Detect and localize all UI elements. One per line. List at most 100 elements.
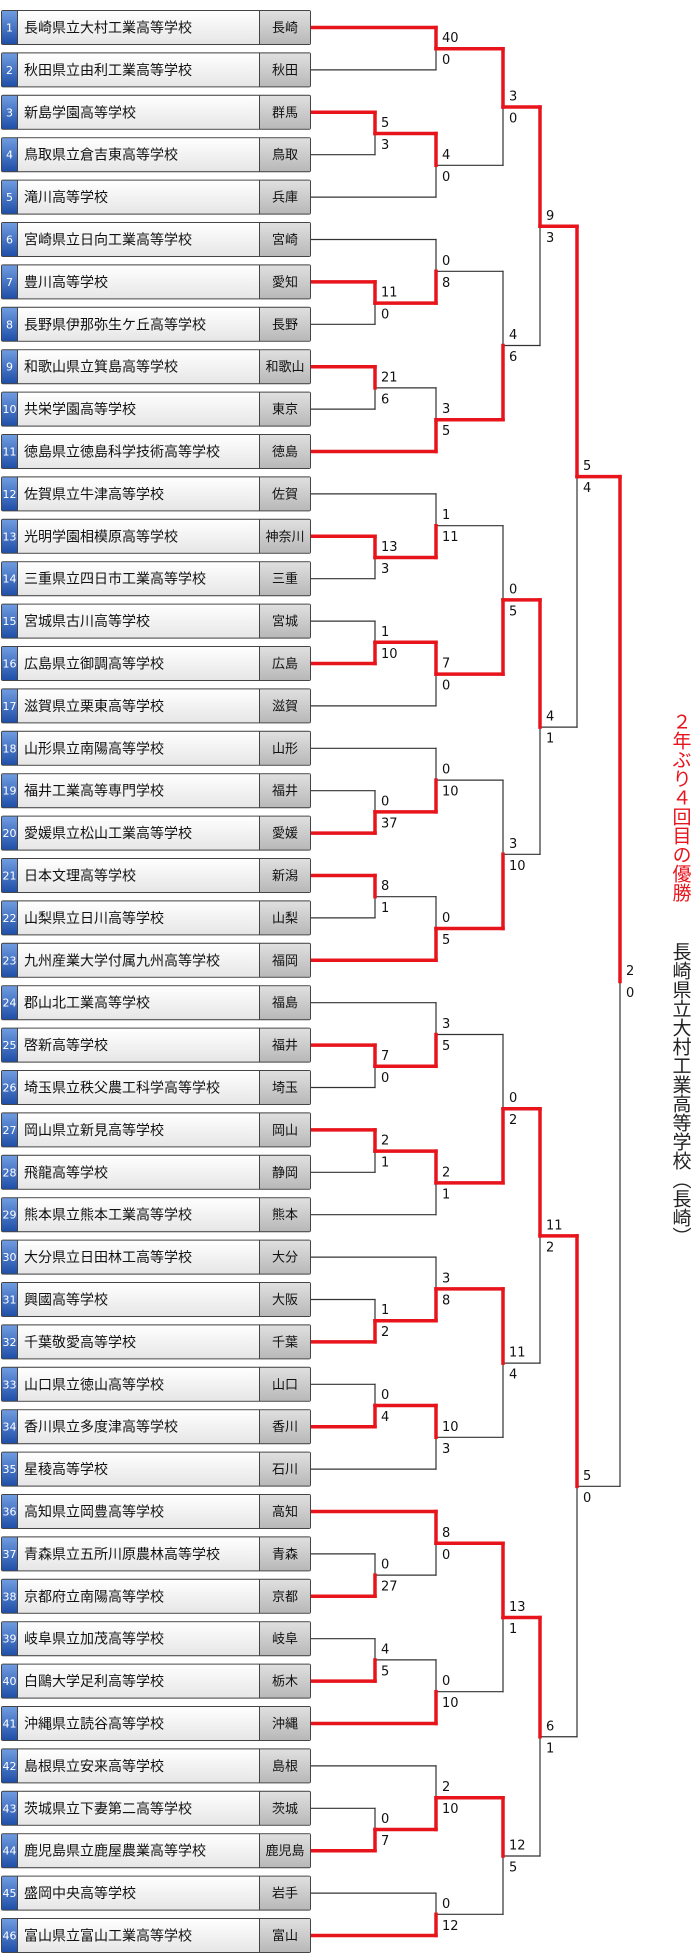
name-box <box>18 1283 259 1316</box>
score: 1 <box>381 901 389 916</box>
name-box <box>18 1367 259 1401</box>
score: 4 <box>583 481 591 496</box>
team-pref: 熊本 <box>272 1208 298 1223</box>
name-box <box>18 307 259 341</box>
team-pref: 鹿児島 <box>265 1844 304 1859</box>
pref-box <box>260 1834 310 1868</box>
team-number: 15 <box>3 615 17 628</box>
name-box <box>18 943 259 977</box>
team-name: 三重県立四日市工業高等学校 <box>24 571 206 588</box>
team-name: 新島学園高等学校 <box>24 104 136 121</box>
team-name: 徳島県立徳島科学技術高等学校 <box>24 444 220 461</box>
score: 7 <box>381 1049 389 1064</box>
team-number: 26 <box>3 1082 17 1095</box>
team-pref: 愛知 <box>272 274 298 290</box>
pref-box <box>260 180 310 214</box>
score: 2 <box>626 964 634 979</box>
score: 4 <box>509 1368 517 1383</box>
team-pref: 島根 <box>272 1759 298 1774</box>
number-box <box>2 1240 17 1274</box>
name-box <box>18 1834 259 1868</box>
team-name: 愛媛県立松山工業高等学校 <box>24 825 192 842</box>
winner-lines <box>309 25 622 1938</box>
team-pref: 滋賀 <box>272 699 298 714</box>
team-name: 長崎県立大村工業高等学校 <box>24 20 192 37</box>
team-name: 和歌山県立箕島高等学校 <box>24 359 178 376</box>
team-pref: 青森 <box>272 1547 298 1562</box>
name-box <box>18 1495 259 1528</box>
pref-box <box>260 95 310 129</box>
score: 5 <box>583 1469 591 1484</box>
score: 1 <box>381 1156 389 1171</box>
pref-box <box>260 816 310 850</box>
pref-box <box>260 604 310 638</box>
score: 10 <box>442 1696 459 1711</box>
score: 3 <box>442 1271 450 1286</box>
score: 8 <box>442 1526 450 1541</box>
team-number: 14 <box>3 573 17 586</box>
score: 0 <box>442 53 450 68</box>
team-pref: 群馬 <box>272 106 298 121</box>
name-box <box>18 265 259 299</box>
name-box <box>18 816 259 850</box>
number-box <box>2 1622 17 1656</box>
team-number: 1 <box>6 22 13 35</box>
number-box <box>2 689 17 723</box>
pref-box <box>260 1367 310 1401</box>
number-box <box>2 1876 17 1910</box>
score: 10 <box>381 647 398 662</box>
team-name: 佐賀県立牛津高等学校 <box>24 486 164 503</box>
pref-box <box>260 477 310 511</box>
team-name: 光明学園相模原高等学校 <box>24 528 178 545</box>
name-box <box>18 1664 259 1698</box>
team-name: 鳥取県立倉吉東高等学校 <box>24 147 178 164</box>
team-pref: 栃木 <box>272 1675 298 1690</box>
name-box <box>18 392 259 426</box>
number-box <box>2 1071 17 1104</box>
team-number: 16 <box>3 658 17 671</box>
team-name: 大分県立日田林工高等学校 <box>24 1249 192 1266</box>
team-pref: 長野 <box>272 318 298 333</box>
number-box <box>2 1410 17 1444</box>
score: 4 <box>509 328 517 343</box>
score: 1 <box>381 625 389 640</box>
team-name: 山梨県立日川高等学校 <box>24 910 164 927</box>
team-name: 千葉敬愛高等学校 <box>24 1334 136 1351</box>
team-name: 宮城県古川高等学校 <box>24 613 150 630</box>
name-box <box>18 350 259 384</box>
score: 0 <box>442 1548 450 1563</box>
number-box <box>2 562 17 596</box>
score: 0 <box>442 763 450 778</box>
name-box <box>18 901 259 935</box>
pref-box <box>260 1495 310 1528</box>
pref-box <box>260 901 310 935</box>
team-name: 香川県立多度津高等学校 <box>24 1419 178 1436</box>
team-number: 39 <box>3 1633 17 1646</box>
score: 5 <box>442 1039 450 1054</box>
team-pref: 千葉 <box>272 1335 298 1350</box>
score: 11 <box>546 1218 563 1233</box>
team-name: 星稜高等学校 <box>24 1461 108 1478</box>
score: 5 <box>442 424 450 439</box>
team-pref: 沖縄 <box>272 1717 298 1732</box>
score: 3 <box>442 402 450 417</box>
score: 10 <box>509 859 526 874</box>
score: 0 <box>442 1674 450 1689</box>
pref-box <box>260 1028 310 1062</box>
pref-box <box>260 562 310 596</box>
score: 6 <box>546 1719 554 1734</box>
team-number: 41 <box>3 1718 17 1731</box>
score: 7 <box>442 657 450 672</box>
number-box <box>2 350 17 384</box>
number-box <box>2 435 17 468</box>
number-box <box>2 307 17 341</box>
pref-box <box>260 53 310 87</box>
pref-box <box>260 265 310 299</box>
pref-box <box>260 1452 310 1486</box>
name-box <box>18 1919 259 1952</box>
pref-box <box>260 1283 310 1316</box>
team-name: 鹿児島県立鹿屋農業高等学校 <box>24 1843 206 1860</box>
pref-box <box>260 1240 310 1274</box>
team-pref: 秋田 <box>272 63 298 78</box>
